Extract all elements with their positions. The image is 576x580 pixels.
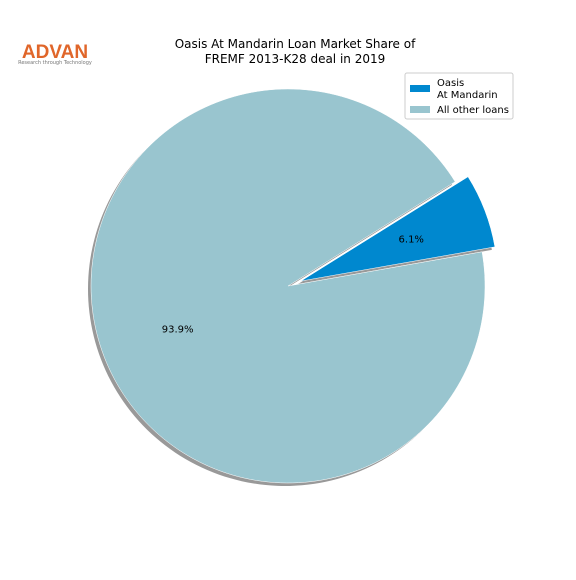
legend-swatch — [410, 85, 430, 92]
slice-label: 93.9% — [162, 324, 194, 335]
slice-label: 6.1% — [399, 235, 424, 246]
legend: Oasis At Mandarin All other loans — [404, 72, 514, 120]
logo-tagline: Research through Technology — [18, 60, 92, 66]
slice — [90, 88, 486, 484]
legend-swatch — [410, 106, 430, 113]
logo-name: ADVAN — [22, 42, 88, 63]
legend-frame — [404, 72, 514, 120]
slice — [300, 176, 496, 282]
chart-title: Oasis At Mandarin Loan Market Share of FR… — [175, 37, 416, 66]
title-text: Oasis At Mandarin Loan Market Share of FR… — [175, 37, 416, 66]
legend-label: Oasis At Mandarin — [437, 78, 498, 101]
pie: 6.1% 93.9% — [87, 88, 496, 487]
legend-label: All other loans — [437, 105, 509, 116]
